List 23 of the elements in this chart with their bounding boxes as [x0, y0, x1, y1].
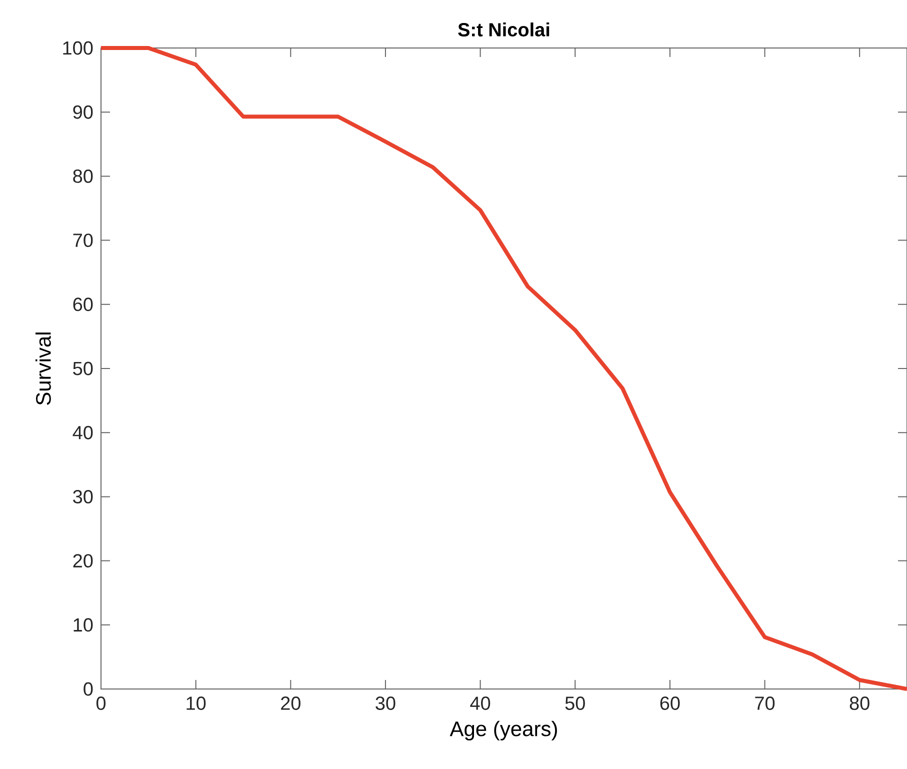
x-tick-label: 70 — [755, 696, 775, 710]
y-tick-label: 70 — [73, 234, 93, 248]
y-tick-label: 20 — [73, 554, 93, 568]
x-tick-label: 50 — [565, 696, 585, 710]
x-tick-label: 80 — [850, 696, 870, 710]
y-tick-label: 100 — [63, 41, 93, 55]
x-tick-label: 30 — [376, 696, 396, 710]
y-tick-label: 50 — [73, 362, 93, 376]
x-tick-label: 0 — [96, 696, 106, 710]
x-tick-label: 60 — [660, 696, 680, 710]
y-tick-label: 10 — [74, 618, 93, 632]
y-tick-label: 30 — [73, 490, 93, 504]
y-tick-label: 40 — [72, 426, 93, 440]
x-tick-label: 40 — [470, 696, 490, 710]
y-tick-label: 60 — [73, 298, 93, 312]
x-tick-label: 10 — [186, 696, 206, 710]
chart-title: S:t Nicolai — [458, 22, 550, 36]
x-tick-label: 20 — [281, 696, 300, 710]
x-axis-title: Age (years) — [450, 720, 557, 740]
y-axis-title: Survival — [35, 332, 51, 405]
y-tick-label: 0 — [84, 682, 93, 696]
y-tick-label: 90 — [73, 105, 93, 119]
y-tick-label: 80 — [73, 169, 93, 183]
